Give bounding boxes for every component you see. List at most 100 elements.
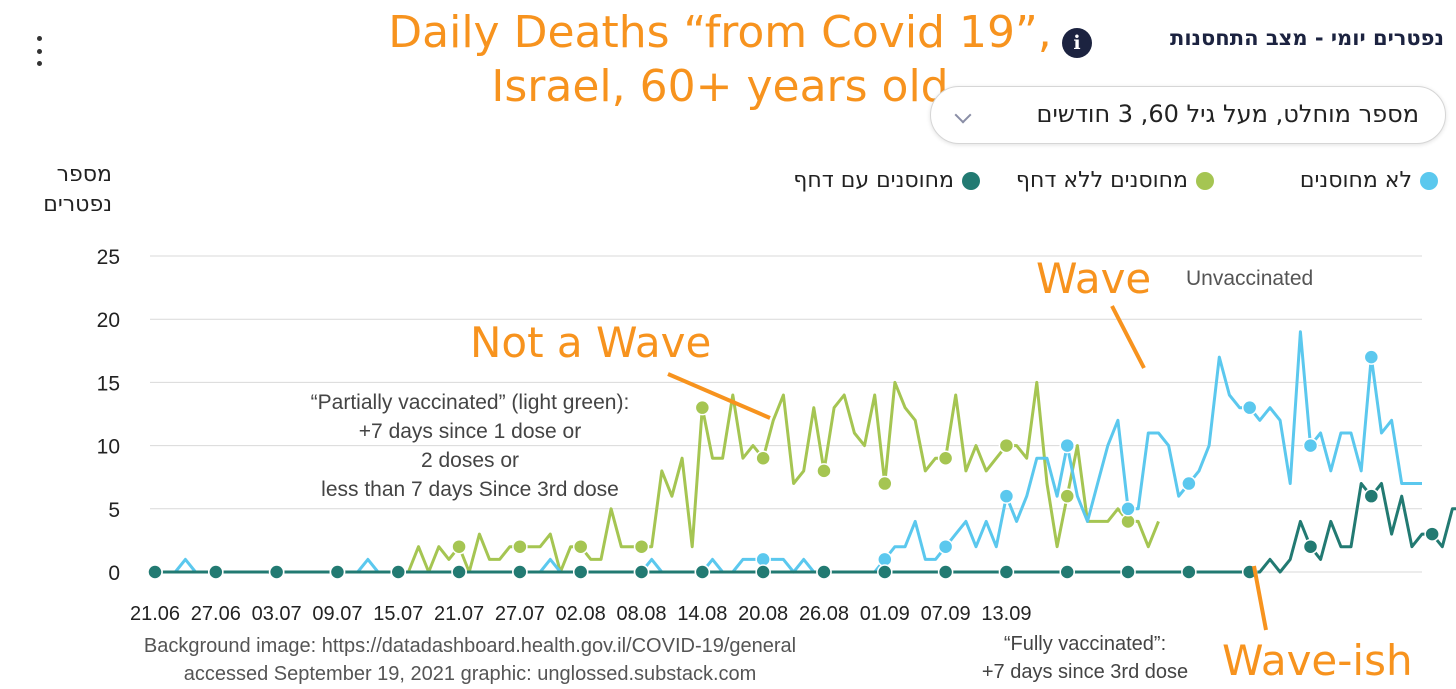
series-line (155, 330, 1422, 574)
legend-item-boosted[interactable]: מחוסנים עם דחף (793, 168, 980, 193)
unvaccinated-note: Unvaccinated (1186, 267, 1314, 290)
data-point (1181, 564, 1197, 580)
data-point (755, 450, 771, 466)
source-line: accessed September 19, 2021 graphic: ung… (183, 663, 757, 685)
x-tick-label: 27.07 (495, 603, 545, 625)
data-point (1181, 475, 1197, 492)
data-point (329, 564, 346, 580)
data-point (1241, 399, 1258, 416)
data-point (512, 564, 528, 580)
x-tick-label: 14.08 (677, 603, 727, 625)
annotation-wave-ish: Wave-ish (1222, 636, 1413, 685)
data-point (147, 564, 163, 580)
note-line: “Partially vaccinated” (light green): (310, 391, 630, 414)
note-line: 2 doses or (420, 449, 520, 472)
data-point (937, 450, 954, 466)
annotation-arrow (667, 372, 771, 420)
y-tick-label: 20 (97, 309, 120, 332)
legend-label-boosted: מחוסנים עם דחף (793, 168, 954, 193)
data-point (451, 564, 467, 580)
legend-item-partial[interactable]: מחוסנים ללא דחף (1016, 168, 1214, 193)
data-point (633, 538, 650, 555)
orange-overlay-title: Daily Deaths “from Covid 19”, Israel, 60… (360, 6, 1080, 114)
data-point (877, 475, 893, 492)
data-point (998, 564, 1015, 580)
data-point (268, 564, 285, 580)
data-point (1363, 349, 1380, 365)
info-icon[interactable]: i (1062, 28, 1092, 58)
data-point (1059, 488, 1075, 504)
y-tick-label: 15 (97, 372, 120, 395)
source-note: Background image: https://datadashboard.… (40, 632, 900, 688)
data-point (694, 564, 711, 580)
menu-dot (36, 61, 42, 66)
data-point (694, 399, 711, 416)
y-tick-label: 25 (97, 246, 120, 269)
data-point (816, 564, 832, 580)
note-line: less than 7 days Since 3rd dose (321, 478, 619, 501)
x-tick-label: 01.09 (860, 603, 910, 625)
legend-label-unvaccinated: לא מחוסנים (1299, 168, 1412, 193)
orange-title-line1: Daily Deaths “from Covid 19”, (388, 7, 1052, 58)
annotation-not-a-wave: Not a Wave (470, 318, 712, 367)
data-point (1302, 538, 1319, 555)
data-point (451, 538, 467, 555)
annotation-arrow (1252, 565, 1268, 631)
legend-dot-unvaccinated (1420, 171, 1438, 190)
x-tick-label: 09.07 (312, 603, 362, 625)
more-vertical-icon[interactable] (28, 36, 50, 66)
y-tick-label: 10 (97, 436, 120, 459)
y-tick-label: 5 (108, 499, 120, 522)
data-point (572, 564, 589, 580)
data-point (1424, 526, 1440, 542)
orange-title-line2: Israel, 60+ years old (491, 61, 949, 112)
data-point (755, 564, 771, 580)
y-axis-label: מספר נפטרים (0, 160, 112, 220)
note-line: +7 days since 1 dose or (358, 420, 582, 443)
data-point (937, 564, 954, 580)
y-axis-label-line2: נפטרים (43, 192, 112, 217)
x-tick-label: 21.06 (130, 603, 180, 625)
data-point (1363, 488, 1380, 504)
x-tick-label: 07.09 (921, 603, 971, 625)
menu-dot (36, 36, 42, 41)
data-point (633, 564, 650, 580)
data-point (208, 564, 224, 580)
legend-dot-boosted (962, 171, 980, 190)
y-tick-label: 0 (108, 562, 120, 585)
data-point (877, 564, 893, 580)
filter-dropdown[interactable]: מספר מוחלט, מעל גיל 60, 3 חודשים (930, 86, 1446, 144)
data-point (937, 538, 954, 555)
x-tick-label: 08.08 (616, 603, 666, 625)
x-tick-label: 02.08 (556, 603, 606, 625)
data-point (390, 564, 407, 580)
note-line: “Fully vaccinated”: (1003, 633, 1167, 655)
x-tick-label: 15.07 (373, 603, 423, 625)
legend-dot-partial (1196, 171, 1214, 190)
data-point (1120, 501, 1136, 517)
annotation-wave: Wave (1036, 254, 1152, 303)
legend-item-unvaccinated[interactable]: לא מחוסנים (1300, 168, 1438, 193)
data-point (998, 437, 1015, 454)
y-axis-label-line1: מספר (56, 162, 112, 187)
x-tick-label: 21.07 (434, 603, 484, 625)
x-tick-label: 26.08 (799, 603, 849, 625)
x-tick-label: 03.07 (252, 603, 302, 625)
menu-dot (36, 48, 42, 54)
x-tick-label: 27.06 (191, 603, 241, 625)
annotation-arrow (1110, 305, 1146, 369)
source-line: Background image: https://datadashboard.… (143, 635, 797, 657)
data-point (512, 538, 528, 555)
data-point (1120, 564, 1136, 580)
data-point (816, 463, 832, 479)
partial-vaccinated-note: “Partially vaccinated” (light green): +7… (260, 388, 680, 504)
data-point (1059, 564, 1075, 580)
fully-vaccinated-note: “Fully vaccinated”: +7 days since 3rd do… (940, 630, 1230, 686)
x-tick-label: 13.09 (981, 603, 1031, 625)
note-line: +7 days since 3rd dose (981, 661, 1189, 683)
data-point (1059, 437, 1075, 454)
panel-title: נפטרים יומי - מצב התחסנות (1169, 26, 1444, 50)
x-tick-label: 20.08 (738, 603, 788, 625)
legend-label-partial: מחוסנים ללא דחף (1015, 168, 1188, 193)
